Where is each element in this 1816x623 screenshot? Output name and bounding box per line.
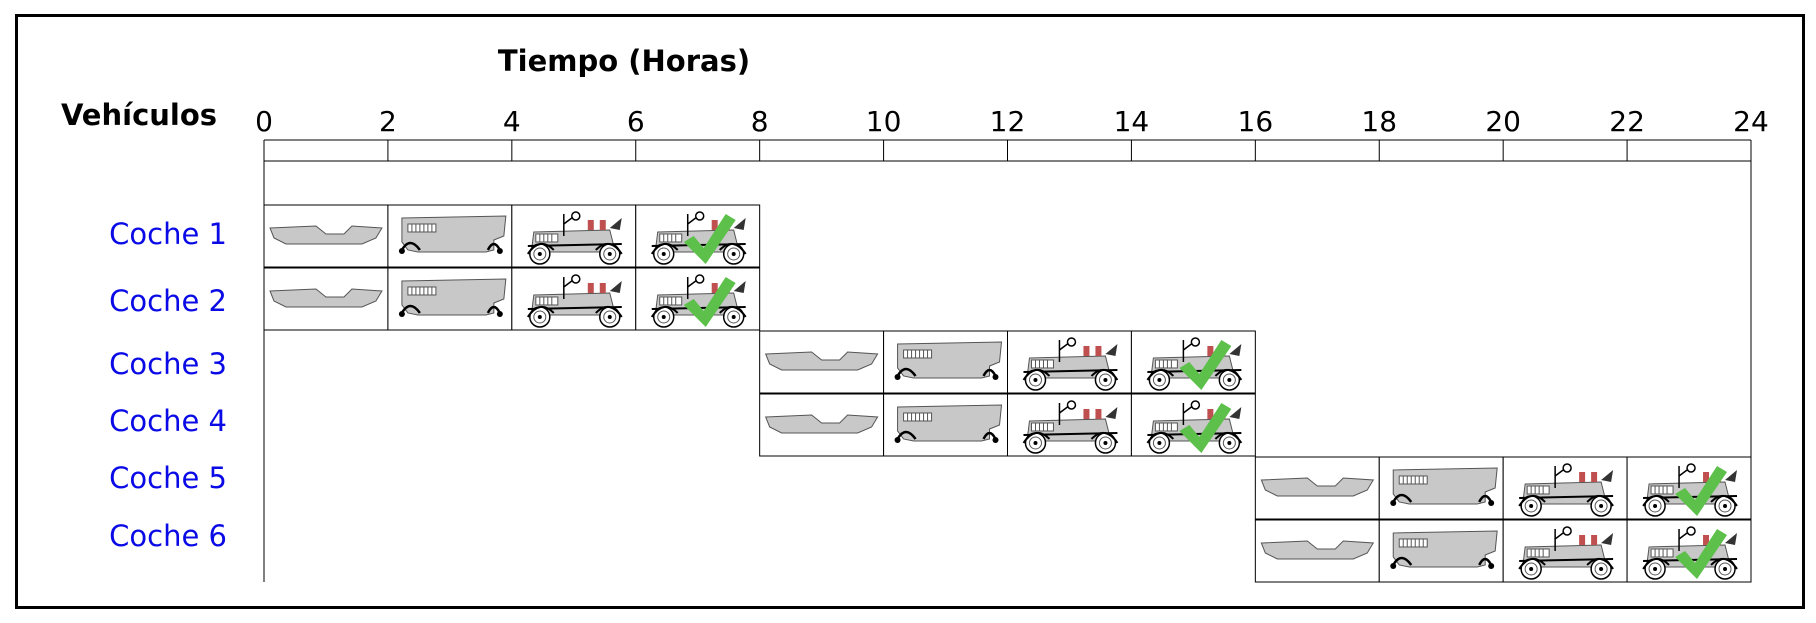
task-cell-car-with-engine [1502, 456, 1628, 520]
figure-frame [15, 14, 1805, 609]
task-cell-frame-with-wheels [1378, 456, 1504, 520]
task-cell-finished-car-checked [635, 204, 761, 268]
x-tick-label: 12 [990, 105, 1026, 138]
task-cell-finished-car-checked [1130, 330, 1256, 394]
task-cell-frame-with-wheels [883, 393, 1008, 457]
frame-icon [1388, 466, 1499, 508]
task-cell-finished-car-checked [635, 267, 761, 331]
x-tick-label: 22 [1609, 105, 1645, 138]
task-cell-frame-with-wheels [387, 267, 513, 331]
task-cell-finished-car-checked [1626, 456, 1752, 520]
frame-icon-shape [893, 403, 1003, 445]
frame-icon-shape [1388, 529, 1499, 571]
frame-icon-shape [397, 277, 508, 319]
time-scale-band [263, 139, 1752, 162]
row-labels: Coche 1 Coche 2 Coche 3 Coche 4 Coche 5 Coche… [109, 217, 227, 553]
task-cell-frame-with-wheels [1378, 519, 1504, 583]
x-tick-label: 16 [1238, 105, 1274, 138]
task-cell-frame-with-wheels [387, 204, 513, 268]
x-tick-label: 18 [1361, 105, 1397, 138]
task-cell-car-with-engine [511, 204, 637, 268]
task-cell-chassis [759, 330, 885, 394]
task-cell-chassis [263, 267, 389, 331]
frame-icon-shape [893, 340, 1003, 382]
task-cell-chassis [1254, 456, 1380, 520]
row-label-coche-1: Coche 1 [109, 217, 227, 251]
task-cells [263, 204, 1752, 583]
task-cell-car-with-engine [1502, 519, 1628, 583]
task-cell-car-with-engine [511, 267, 637, 331]
x-tick-label: 10 [866, 105, 902, 138]
x-tick-label: 20 [1485, 105, 1521, 138]
task-cell-finished-car-checked [1626, 519, 1752, 583]
row-label-coche-5: Coche 5 [109, 461, 227, 495]
task-cell-chassis [759, 393, 885, 457]
x-tick-label: 4 [503, 105, 521, 138]
row-label-coche-6: Coche 6 [109, 519, 227, 553]
x-tick-labels: 0 2 4 6 8 10 12 14 16 18 20 22 24 [255, 105, 1769, 138]
row-label-coche-2: Coche 2 [109, 284, 227, 318]
frame-icon-shape [397, 214, 508, 256]
time-axis-title: Tiempo (Horas) [498, 44, 750, 78]
frame-icon [397, 277, 508, 319]
x-tick-label: 8 [751, 105, 769, 138]
task-cell-frame-with-wheels [883, 330, 1008, 394]
task-cell-chassis [1254, 519, 1380, 583]
frame-icon-shape [1388, 466, 1499, 508]
row-label-coche-3: Coche 3 [109, 347, 227, 381]
task-cell-chassis [263, 204, 389, 268]
row-label-coche-4: Coche 4 [109, 404, 227, 438]
x-tick-label: 6 [627, 105, 645, 138]
x-tick-label: 2 [379, 105, 397, 138]
frame-icon [397, 214, 508, 256]
x-tick-label: 24 [1733, 105, 1769, 138]
x-tick-label: 0 [255, 105, 273, 138]
frame-icon [893, 340, 1003, 382]
frame-icon [1388, 529, 1499, 571]
vehicles-axis-title: Vehículos [61, 98, 217, 132]
task-cell-car-with-engine [1007, 393, 1132, 457]
task-cell-finished-car-checked [1130, 393, 1256, 457]
x-tick-label: 14 [1114, 105, 1150, 138]
frame-icon [893, 403, 1003, 445]
task-cell-car-with-engine [1007, 330, 1132, 394]
